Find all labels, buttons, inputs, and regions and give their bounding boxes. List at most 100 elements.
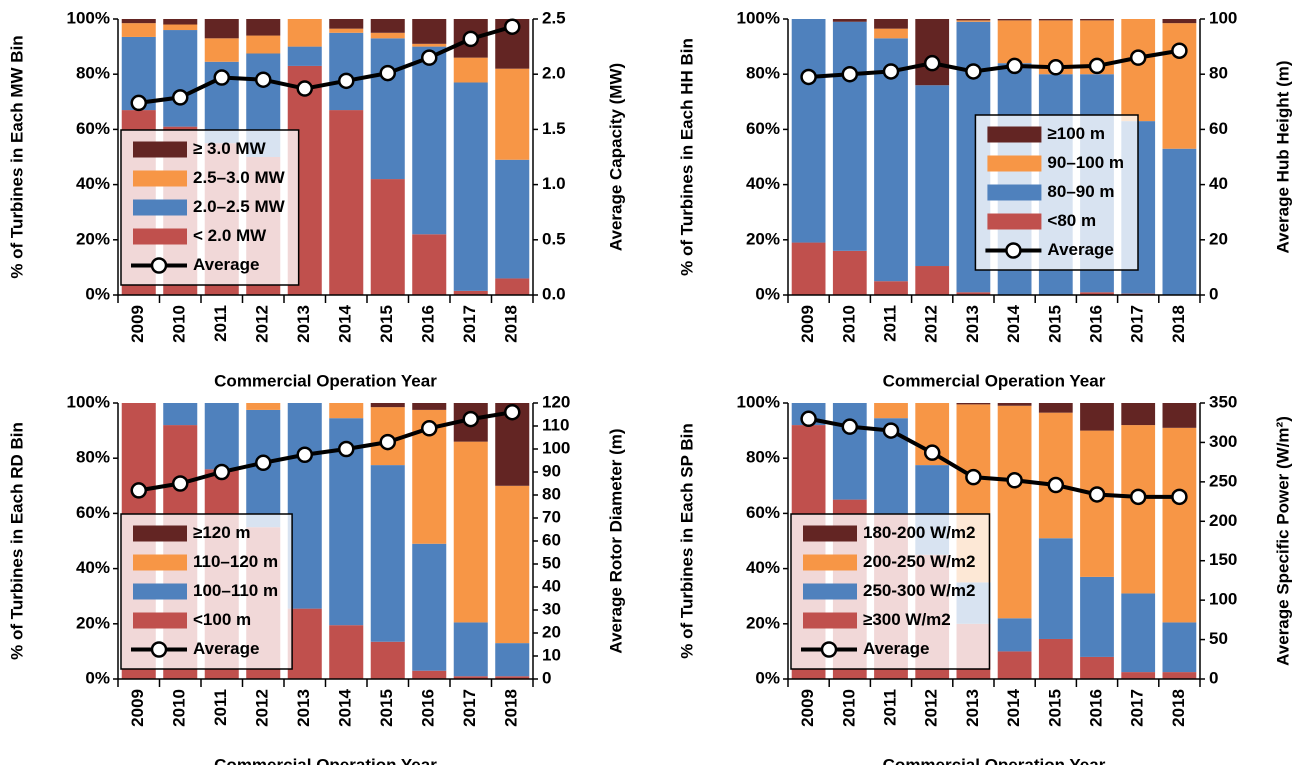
average-marker: [172, 89, 189, 106]
average-line: [138, 24, 513, 105]
y2-tick-label: 60: [1209, 119, 1228, 138]
bar: [453, 82, 488, 291]
bar: [1080, 430, 1114, 577]
y-axis-title: % of Turbines in Each RD Bin: [7, 422, 26, 660]
x-tick-label: 2017: [460, 305, 479, 343]
y2-tick-label: 80: [1209, 64, 1228, 83]
bar: [246, 403, 281, 410]
bar: [1162, 672, 1197, 679]
legend-label: ≥100 m: [1047, 124, 1105, 143]
bar: [1080, 403, 1114, 431]
bar: [163, 403, 198, 426]
y-tick-label: 40%: [76, 174, 110, 193]
average-marker: [296, 446, 313, 463]
average-marker: [800, 410, 817, 428]
average-marker: [338, 72, 355, 90]
y-tick-label: 80%: [76, 64, 110, 83]
bar: [287, 19, 322, 47]
legend-swatch: [987, 126, 1042, 143]
bar: [1121, 593, 1156, 673]
legend-item: <100 m: [133, 610, 251, 629]
bar: [370, 32, 405, 39]
legend-item: 250-300 W/m2: [803, 581, 975, 600]
bar: [329, 28, 364, 33]
x-tick-label: 2009: [798, 689, 817, 727]
y-tick-label: 100%: [737, 392, 780, 411]
y2-tick-label: 100: [1209, 8, 1237, 27]
y-tick-label: 0%: [85, 668, 110, 687]
y-tick-label: 100%: [737, 8, 780, 27]
x-tick-label: 2018: [502, 689, 521, 727]
y-tick-label: 60%: [746, 503, 780, 522]
bar: [1080, 576, 1114, 657]
bar: [791, 242, 826, 295]
y2-tick-label: 90: [542, 461, 561, 480]
average-marker: [923, 444, 941, 461]
average-marker: [130, 94, 147, 112]
legend-item: Average: [801, 639, 929, 658]
bar: [412, 403, 447, 410]
y2-tick-label: 300: [1209, 432, 1237, 451]
y2-tick-label: 60: [542, 530, 561, 549]
y2-tick-label: 80: [542, 484, 561, 503]
average-marker: [1171, 488, 1188, 506]
bar: [915, 19, 950, 86]
legend-swatch: [987, 213, 1042, 230]
bar: [1038, 538, 1073, 639]
bar: [329, 403, 364, 419]
bar: [1121, 403, 1156, 426]
legend-swatch: [1005, 242, 1022, 259]
legend-swatch: [133, 612, 187, 629]
average-line: [808, 48, 1180, 79]
bar: [1080, 656, 1114, 679]
bar: [163, 30, 198, 127]
legend-swatch: [150, 257, 168, 274]
average-marker: [338, 440, 355, 458]
legend: ≥100 m 90–100 m 80–90 m <80 m Average: [974, 114, 1139, 271]
legend-item: < 2.0 MW: [133, 226, 267, 245]
bar: [874, 403, 908, 419]
legend-label: 180-200 W/m2: [863, 523, 975, 542]
y-tick-label: 20%: [746, 229, 780, 248]
legend-item: Average: [985, 240, 1114, 259]
x-tick-label: 2009: [798, 305, 817, 343]
y-tick-label: 40%: [76, 558, 110, 577]
x-tick-label: 2009: [128, 689, 147, 727]
legend-item: 80–90 m: [987, 182, 1115, 201]
legend-swatch: [133, 141, 187, 158]
legend-item: 200-250 W/m2: [803, 552, 975, 571]
average-marker: [379, 433, 396, 451]
bar: [997, 405, 1032, 619]
legend-item: Average: [131, 255, 259, 274]
average-marker: [462, 410, 479, 428]
bar: [121, 23, 156, 37]
x-axis-title: Commercial Operation Year: [883, 371, 1106, 390]
y2-tick-label: 20: [542, 622, 561, 641]
y2-tick-label: 2.0: [542, 64, 566, 83]
legend-swatch: [133, 170, 187, 187]
y-tick-label: 20%: [746, 613, 780, 632]
y2-tick-label: 100: [1209, 590, 1237, 609]
y-tick-label: 60%: [76, 119, 110, 138]
legend-label: ≥ 3.0 MW: [193, 139, 267, 158]
y-axis-title: % of Turbines in Each MW Bin: [7, 35, 26, 278]
x-tick-label: 2016: [419, 305, 438, 343]
bar: [997, 618, 1032, 652]
legend-swatch: [803, 583, 857, 600]
bar: [329, 625, 364, 679]
average-marker: [1129, 49, 1147, 66]
bar: [832, 403, 867, 500]
bar: [997, 20, 1032, 64]
bar: [915, 266, 950, 295]
x-tick-label: 2012: [922, 305, 941, 343]
average-marker: [130, 482, 147, 499]
bar: [1162, 148, 1197, 295]
x-axis-title: Commercial Operation Year: [214, 755, 437, 765]
legend-swatch: [820, 641, 838, 658]
bar: [495, 485, 530, 644]
x-tick-label: 2016: [419, 689, 438, 727]
bar: [832, 250, 867, 295]
x-tick-label: 2009: [128, 305, 147, 343]
average-marker: [965, 468, 982, 486]
bar: [1121, 672, 1156, 679]
